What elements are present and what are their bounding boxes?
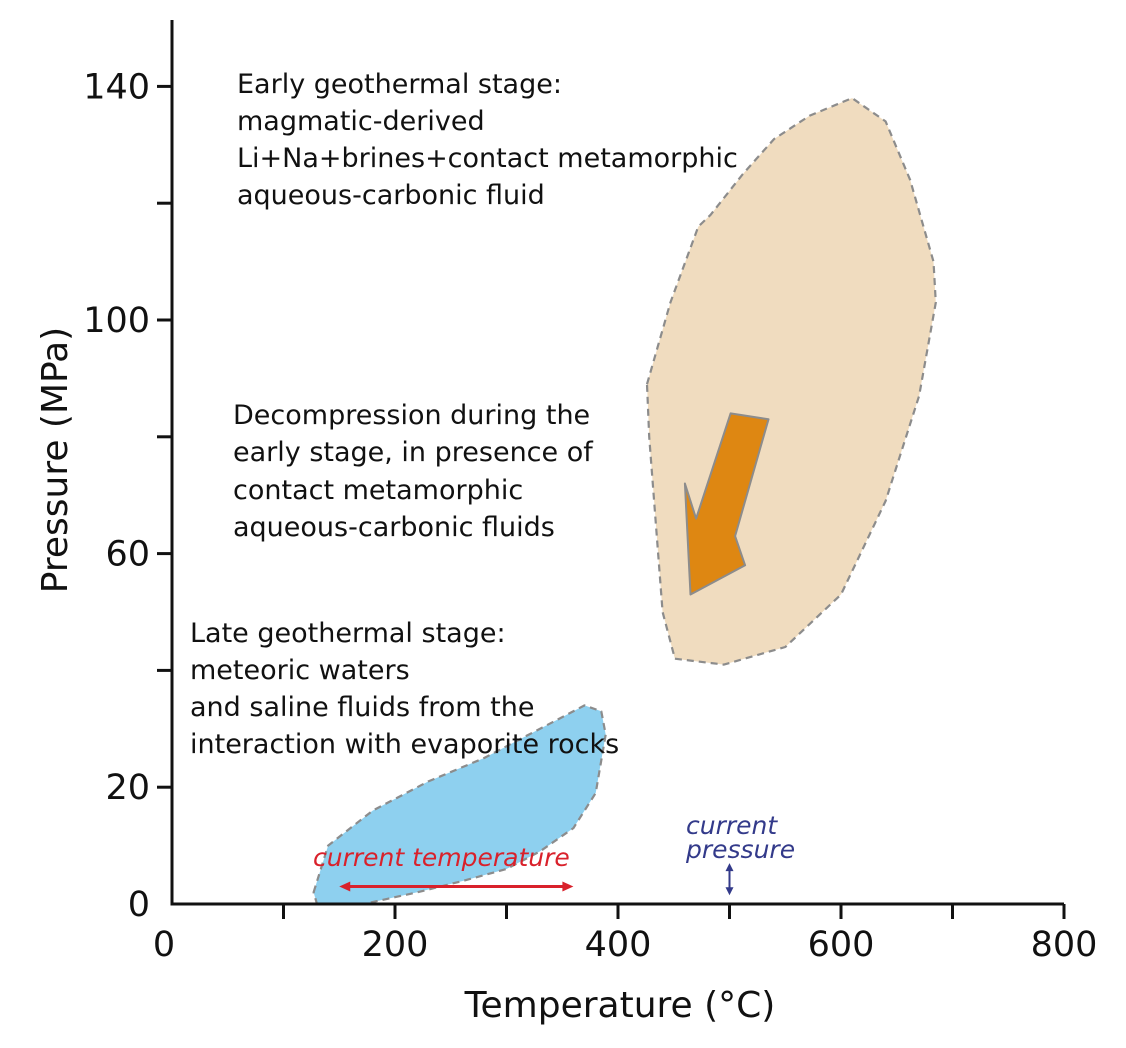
- x-tick-label: 400: [585, 925, 652, 965]
- early-stage-line: Li+Na+brines+contact metamorphic: [237, 143, 738, 174]
- decompression-line: early stage, in presence of: [233, 437, 594, 468]
- current-pressure-line: pressure: [685, 835, 795, 864]
- late-stage-label: Late geothermal stage: meteoric waters a…: [190, 618, 619, 760]
- range-arrowhead-bottom: [725, 887, 734, 896]
- range-arrowhead-top: [725, 863, 734, 872]
- current-pressure-line: current: [686, 811, 778, 840]
- decompression-line: contact metamorphic: [233, 475, 523, 506]
- decompression-arrow: [683, 412, 770, 596]
- decompression-line: aqueous-carbonic fluids: [233, 512, 555, 543]
- x-axis-title: Temperature (°C): [464, 985, 776, 1026]
- arrows: [683, 412, 770, 596]
- range-arrowhead-left: [339, 881, 351, 892]
- decompression-label: Decompression during the early stage, in…: [233, 400, 601, 543]
- range-arrowhead-right: [562, 881, 574, 892]
- late-stage-line: interaction with evaporite rocks: [190, 729, 619, 760]
- early-stage-line: aqueous-carbonic fluid: [237, 180, 545, 211]
- current-pressure-label: current pressure: [685, 811, 795, 864]
- early-stage-line: magmatic-derived: [237, 106, 485, 137]
- y-tick-label: 100: [83, 301, 150, 341]
- x-tick-label: 600: [808, 925, 875, 965]
- y-axis-title: Pressure (MPa): [35, 327, 76, 593]
- early-stage-label: Early geothermal stage: magmatic-derived…: [237, 69, 746, 211]
- early-stage-line: Early geothermal stage:: [237, 69, 562, 100]
- late-stage-line: Late geothermal stage:: [190, 618, 506, 649]
- x-tick-label: 0: [153, 925, 175, 965]
- current-pressure-range: [725, 863, 734, 896]
- y-tick-label: 20: [105, 768, 150, 808]
- y-tick-label: 60: [105, 535, 150, 575]
- y-tick-label: 0: [128, 885, 150, 925]
- y-tick-label: 140: [83, 67, 150, 107]
- x-tick-label: 200: [362, 925, 429, 965]
- tick-labels: 0 200 400 600 800 0 20 60 100 140: [83, 67, 1097, 965]
- late-stage-field: [312, 704, 607, 906]
- late-stage-line: and saline fluids from the: [190, 692, 534, 723]
- decompression-line: Decompression during the: [233, 400, 590, 431]
- axes: [157, 20, 1066, 919]
- late-stage-line: meteoric waters: [190, 655, 410, 686]
- current-temperature-range: [339, 881, 574, 892]
- current-ranges: [339, 863, 734, 896]
- current-temperature-label: current temperature: [313, 843, 570, 872]
- x-tick-label: 800: [1031, 925, 1098, 965]
